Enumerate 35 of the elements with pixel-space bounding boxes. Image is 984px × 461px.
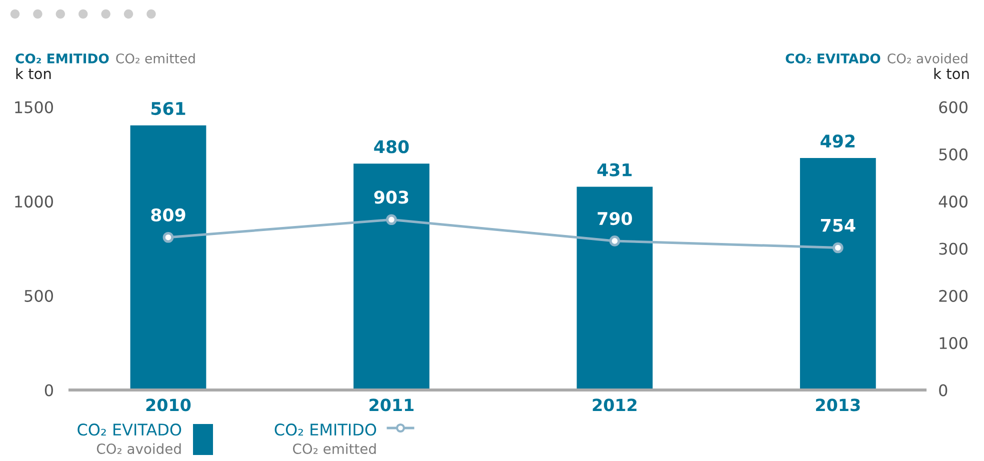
point	[832, 242, 844, 254]
data-label: 790	[598, 212, 632, 226]
data-label: 754	[820, 218, 856, 232]
point	[609, 236, 620, 246]
bar	[130, 125, 206, 390]
data-label: 903	[374, 190, 408, 204]
data-label: 809	[151, 208, 186, 222]
text: CO₂ EMITIDO CO₂ emitted k ton	[16, 53, 195, 80]
legend-label: CO₂ EVITADO CO₂ avoided	[78, 424, 182, 454]
legend-label: CO₂ EMITIDO CO₂ emitted	[274, 424, 376, 454]
y-tick-label: 1000	[15, 196, 53, 208]
x-tick-label: 2013	[816, 398, 860, 412]
data-label: 480	[374, 140, 409, 154]
bar	[354, 164, 430, 390]
y2-tick-label: 100	[940, 337, 968, 350]
y2-tick-label: 0	[939, 384, 948, 396]
y2-tick-label: 300	[939, 242, 968, 255]
bar	[576, 186, 653, 390]
x-tick-label: 2012	[592, 398, 636, 412]
data-label: 492	[820, 134, 855, 148]
x-tick-label: 2011	[370, 398, 414, 412]
y2-axis-title: CO₂ EVITADO CO₂ avoided k ton	[786, 53, 969, 80]
x-tick-label: 2010	[146, 398, 191, 412]
y2-tick-label: 600	[939, 101, 968, 114]
bar	[800, 158, 876, 390]
y2-tick-label: 400	[938, 196, 968, 208]
point	[386, 214, 397, 226]
y2-tick-label: 200	[939, 290, 968, 302]
y-tick-label: 0	[44, 384, 53, 396]
point	[162, 232, 174, 243]
y-tick-label: 500	[24, 290, 53, 302]
y2-tick-label: 500	[939, 148, 968, 160]
data-label: 431	[597, 163, 632, 176]
y-tick-label: 1500	[15, 101, 53, 114]
data-label: 561	[151, 102, 186, 116]
